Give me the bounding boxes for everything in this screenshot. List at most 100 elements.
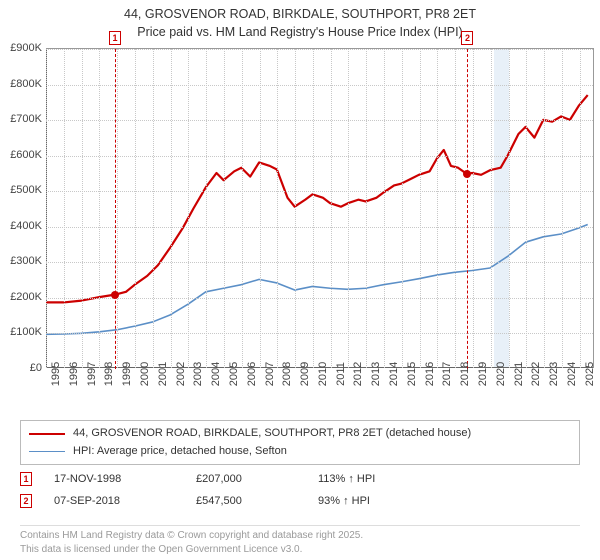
chart-area: 12 £0£100K£200K£300K£400K£500K£600K£700K…: [8, 48, 594, 404]
sale-events: 1 17-NOV-1998 £207,000 113% ↑ HPI 2 07-S…: [20, 468, 580, 512]
x-tick-label: 2020: [495, 362, 507, 386]
gridline-v: [526, 49, 527, 368]
gridline-v: [580, 49, 581, 368]
gridline-v: [99, 49, 100, 368]
gridline-v: [384, 49, 385, 368]
y-tick-label: £700K: [10, 113, 42, 125]
x-tick-label: 2004: [210, 362, 222, 386]
x-tick-label: 2005: [228, 362, 240, 386]
gridline-v: [153, 49, 154, 368]
gridline-h: [46, 262, 593, 263]
series-line-property: [46, 95, 588, 302]
x-tick-label: 2024: [566, 362, 578, 386]
legend-row-hpi: HPI: Average price, detached house, Seft…: [29, 443, 571, 461]
x-tick-label: 2014: [388, 362, 400, 386]
gridline-v: [295, 49, 296, 368]
y-tick-label: £0: [30, 362, 42, 374]
sale-price: £547,500: [196, 495, 296, 507]
gridline-v: [188, 49, 189, 368]
x-tick-label: 2011: [335, 362, 347, 386]
x-tick-label: 2009: [299, 362, 311, 386]
x-tick-label: 2013: [370, 362, 382, 386]
gridline-v: [313, 49, 314, 368]
x-tick-label: 2006: [246, 362, 258, 386]
sale-date: 07-SEP-2018: [54, 495, 174, 507]
gridline-v: [366, 49, 367, 368]
legend-label-property: 44, GROSVENOR ROAD, BIRKDALE, SOUTHPORT,…: [73, 425, 471, 443]
sale-pct: 93% ↑ HPI: [318, 495, 438, 507]
gridline-v: [46, 49, 47, 368]
gridline-v: [206, 49, 207, 368]
sale-row: 2 07-SEP-2018 £547,500 93% ↑ HPI: [20, 490, 580, 512]
gridline-v: [509, 49, 510, 368]
gridline-v: [260, 49, 261, 368]
legend: 44, GROSVENOR ROAD, BIRKDALE, SOUTHPORT,…: [20, 420, 580, 465]
x-tick-label: 2023: [548, 362, 560, 386]
line-series-svg: [46, 49, 593, 368]
gridline-h: [46, 156, 593, 157]
gridline-h: [46, 191, 593, 192]
footer-line-1: Contains HM Land Registry data © Crown c…: [20, 529, 580, 543]
x-tick-label: 1998: [103, 362, 115, 386]
sale-marker-1: 1: [20, 472, 32, 486]
x-tick-label: 2017: [441, 362, 453, 386]
x-tick-label: 1999: [121, 362, 133, 386]
x-tick-label: 2015: [406, 362, 418, 386]
x-tick-label: 2003: [192, 362, 204, 386]
gridline-v: [348, 49, 349, 368]
gridline-v: [562, 49, 563, 368]
gridline-v: [277, 49, 278, 368]
sale-pct: 113% ↑ HPI: [318, 473, 438, 485]
gridline-h: [46, 49, 593, 50]
gridline-v: [331, 49, 332, 368]
x-tick-label: 2007: [264, 362, 276, 386]
x-tick-label: 2000: [139, 362, 151, 386]
x-tick-label: 1997: [86, 362, 98, 386]
sale-row: 1 17-NOV-1998 £207,000 113% ↑ HPI: [20, 468, 580, 490]
gridline-v: [135, 49, 136, 368]
gridline-h: [46, 227, 593, 228]
gridline-v: [171, 49, 172, 368]
marker-line: [467, 49, 468, 369]
legend-swatch-property: [29, 433, 65, 435]
x-tick-label: 2018: [459, 362, 471, 386]
sale-marker-2: 2: [20, 494, 32, 508]
gridline-v: [64, 49, 65, 368]
gridline-v: [455, 49, 456, 368]
y-tick-label: £900K: [10, 42, 42, 54]
gridline-v: [544, 49, 545, 368]
marker-index-box: 2: [461, 31, 473, 45]
legend-row-property: 44, GROSVENOR ROAD, BIRKDALE, SOUTHPORT,…: [29, 425, 571, 443]
marker-dot: [111, 291, 119, 299]
x-tick-label: 2016: [424, 362, 436, 386]
gridline-v: [420, 49, 421, 368]
x-tick-label: 1996: [68, 362, 80, 386]
title-line-1: 44, GROSVENOR ROAD, BIRKDALE, SOUTHPORT,…: [4, 6, 596, 24]
x-tick-label: 2019: [477, 362, 489, 386]
x-tick-label: 2002: [175, 362, 187, 386]
y-tick-label: £300K: [10, 255, 42, 267]
x-tick-label: 1995: [50, 362, 62, 386]
gridline-v: [242, 49, 243, 368]
gridline-v: [402, 49, 403, 368]
plot-region: 12: [46, 48, 594, 368]
x-tick-label: 2022: [530, 362, 542, 386]
gridline-v: [491, 49, 492, 368]
title-line-2: Price paid vs. HM Land Registry's House …: [4, 24, 596, 42]
attribution-footer: Contains HM Land Registry data © Crown c…: [20, 525, 580, 556]
y-tick-label: £600K: [10, 149, 42, 161]
sale-date: 17-NOV-1998: [54, 473, 174, 485]
gridline-v: [437, 49, 438, 368]
legend-swatch-hpi: [29, 451, 65, 452]
chart-title-block: 44, GROSVENOR ROAD, BIRKDALE, SOUTHPORT,…: [0, 0, 600, 43]
gridline-h: [46, 120, 593, 121]
x-tick-label: 2021: [513, 362, 525, 386]
x-tick-label: 2010: [317, 362, 329, 386]
gridline-h: [46, 298, 593, 299]
footer-line-2: This data is licensed under the Open Gov…: [20, 543, 580, 557]
gridline-h: [46, 333, 593, 334]
marker-dot: [463, 170, 471, 178]
marker-index-box: 1: [109, 31, 121, 45]
legend-label-hpi: HPI: Average price, detached house, Seft…: [73, 443, 287, 461]
y-tick-label: £200K: [10, 291, 42, 303]
